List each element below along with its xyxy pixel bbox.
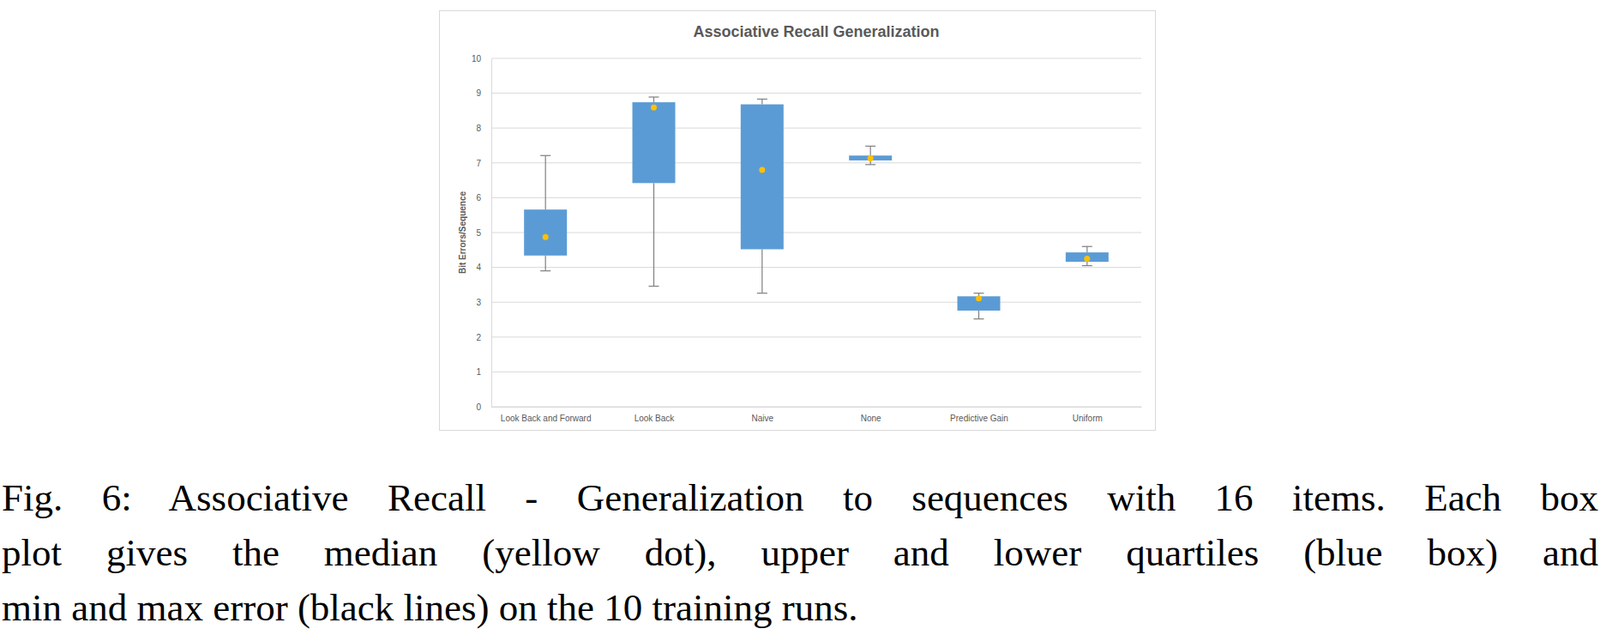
x-tick-label: Look Back [634, 413, 676, 423]
whisker-cap-min [649, 285, 660, 287]
box-plot [957, 293, 1001, 319]
x-tick: Look Back and Forward [500, 406, 592, 423]
y-axis-title: Bit Errors/Sequence [457, 190, 468, 274]
box [740, 104, 784, 250]
x-tick: Predictive Gain [950, 406, 1009, 423]
y-tick: 4 [475, 262, 492, 272]
grid-line [491, 162, 1142, 163]
x-tick: Naive [751, 406, 775, 423]
x-tick: Look Back [634, 406, 676, 423]
x-axis: Look Back and Forward Look Back Naive None P… [492, 406, 1143, 423]
box-plot [740, 99, 784, 294]
grid-line [491, 336, 1142, 337]
grid-line [491, 406, 1142, 408]
whisker-upper [870, 145, 872, 156]
whisker-upper [545, 155, 547, 210]
chart-title: Associative Recall Generalization [692, 23, 939, 41]
grid-line [491, 197, 1142, 199]
y-tick-label: 9 [475, 88, 482, 98]
whisker-cap-min [974, 318, 985, 319]
x-tick-label: Look Back and Forward [500, 413, 592, 423]
y-tick: 10 [471, 54, 492, 64]
box-plot [1065, 246, 1109, 265]
median-dot [1083, 255, 1090, 262]
y-tick: 7 [475, 158, 492, 169]
whisker-cap-min [1082, 264, 1093, 266]
caption: Fig. 6: Associative Recall - Generalizat… [0, 469, 1600, 635]
y-tick-label: 2 [475, 332, 482, 343]
whisker-cap-min [865, 163, 876, 165]
grid-line [491, 232, 1142, 234]
whisker-lower [653, 182, 655, 286]
y-tick-label: 10 [471, 54, 482, 64]
whisker-upper [761, 99, 763, 105]
y-axis-line [491, 59, 493, 408]
y-tick: 0 [475, 402, 492, 412]
grid-line [491, 92, 1142, 94]
whisker-lower [978, 310, 980, 319]
box [1065, 252, 1109, 262]
y-axis: 0 1 2 3 4 5 6 7 8 9 10 [471, 54, 493, 412]
y-tick: 2 [475, 332, 492, 343]
y-tick: 8 [475, 123, 492, 133]
x-axis-line [492, 406, 1143, 408]
whisker-cap-min [757, 292, 768, 294]
y-tick-label: 6 [475, 192, 482, 203]
x-tick-label: Naive [751, 413, 775, 423]
y-tick-label: 8 [475, 123, 482, 133]
chart: Associative Recall Generalization 0 1 2 3 4 5 6… [0, 0, 1600, 446]
box-plot [848, 145, 892, 165]
box [632, 102, 676, 183]
y-tick: 6 [475, 192, 492, 203]
median-dot [867, 155, 874, 162]
y-tick-label: 0 [475, 402, 482, 412]
grid-line [491, 301, 1142, 303]
whisker-lower [1086, 261, 1088, 265]
x-tick-label: Predictive Gain [950, 413, 1009, 423]
y-tick-label: 1 [475, 366, 482, 377]
caption-line: plot gives the median (yellow dot), uppe… [1, 524, 1599, 580]
boxes [523, 96, 1109, 319]
x-tick: Uniform [1072, 406, 1103, 423]
grid-line [491, 266, 1142, 268]
y-tick: 9 [475, 88, 492, 98]
whisker-cap-max [757, 98, 768, 100]
x-tick: None [860, 406, 882, 423]
whisker-cap-max [540, 155, 551, 157]
box-plot [523, 155, 567, 271]
grid-line [491, 127, 1142, 129]
chart-frame [439, 11, 1156, 431]
y-tick-label: 3 [475, 297, 482, 307]
grid-line [491, 371, 1142, 373]
y-tick-label: 4 [475, 262, 482, 272]
y-tick: 3 [475, 297, 492, 307]
whisker-cap-max [649, 96, 660, 97]
y-tick: 1 [475, 366, 492, 377]
x-tick-label: None [860, 413, 882, 423]
y-tick-label: 5 [475, 228, 482, 238]
whisker-cap-max [1082, 246, 1093, 247]
median-dot [975, 294, 982, 301]
caption-line: Fig. 6: Associative Recall - Generalizat… [1, 469, 1599, 525]
whisker-upper [653, 96, 655, 103]
whisker-lower [545, 255, 547, 271]
median-dot [758, 166, 765, 173]
caption-line: min and max error (black lines) on the 1… [1, 579, 1599, 635]
grid [491, 58, 1142, 407]
whisker-cap-max [865, 145, 876, 147]
median-dot [650, 104, 657, 111]
y-tick-label: 7 [475, 158, 482, 169]
y-tick: 5 [475, 228, 492, 238]
whisker-upper [1086, 246, 1088, 253]
box-plot [632, 96, 676, 286]
whisker-cap-max [974, 292, 985, 294]
median-dot [542, 234, 549, 241]
box [523, 209, 567, 256]
whisker-lower [761, 248, 763, 293]
grid-line [491, 58, 1142, 60]
whisker-cap-min [540, 270, 551, 271]
x-tick-label: Uniform [1072, 413, 1103, 423]
